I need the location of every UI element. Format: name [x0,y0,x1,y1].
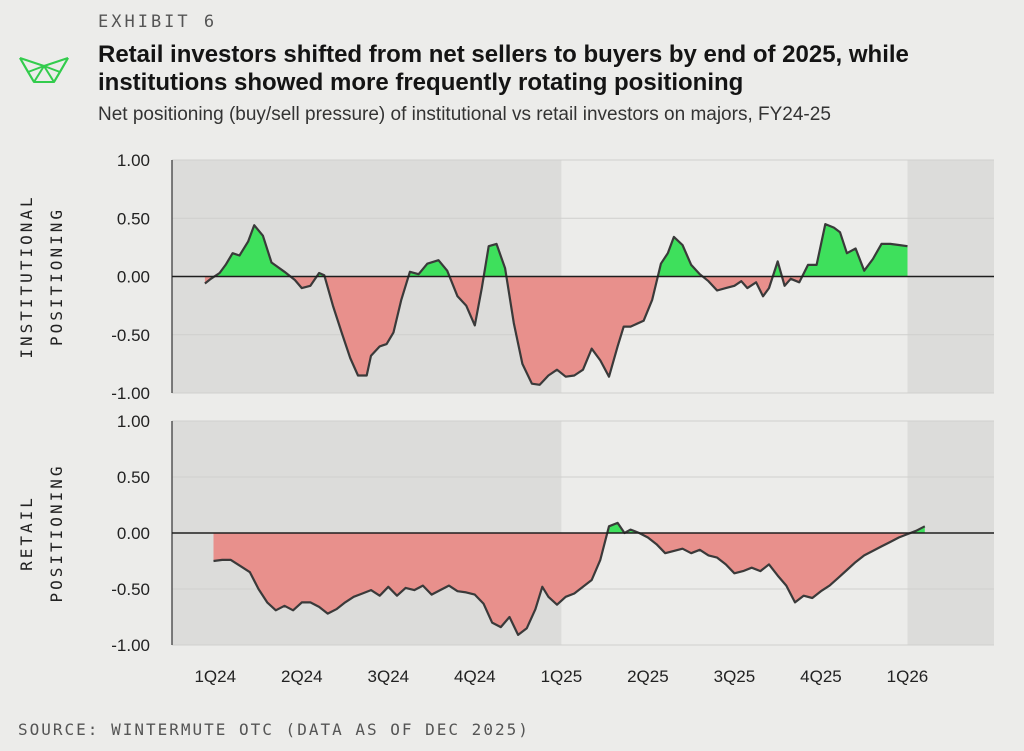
chart-subtitle: Net positioning (buy/sell pressure) of i… [98,104,831,125]
institutional-ytick-label: -1.00 [111,384,150,403]
xtick-label: 1Q25 [541,667,583,686]
retail-negative-area [213,533,608,635]
institutional-ylabel-line-1: POSITIONING [47,207,66,346]
institutional-negative-area [702,276,773,297]
xtick-label: 2Q25 [627,667,669,686]
institutional-negative-area [324,276,409,376]
institutional-ytick-label: 0.50 [117,209,150,228]
retail-ylabel-line-0: RETAIL [17,495,36,571]
institutional-negative-area [204,276,215,284]
institutional-ytick-label: 0.00 [117,268,150,287]
retail-negative-area [639,533,911,603]
retail-ytick-label: 1.00 [117,412,150,431]
retail-positive-area [910,526,925,533]
x-axis: 1Q24 2Q24 3Q24 4Q24 1Q25 2Q25 3Q25 4Q25 1Q26 [194,667,928,686]
retail-ytick-label: 0.50 [117,468,150,487]
xtick-label: 1Q26 [887,667,929,686]
xtick-label: 1Q24 [194,667,236,686]
xtick-label: 2Q24 [281,667,323,686]
xtick-label: 4Q25 [800,667,842,686]
retail-ylabel-line-1: POSITIONING [47,464,66,603]
retail-panel: 1.00 0.50 0.00 -0.50 -1.00 RETAIL POSITIONING [17,412,994,655]
institutional-ylabel-line-0: INSTITUTIONAL [17,194,36,358]
institutional-ytick-label: 1.00 [117,151,150,170]
exhibit-label: EXHIBIT 6 [98,12,218,32]
institutional-negative-area [506,276,658,385]
xtick-label: 4Q24 [454,667,496,686]
institutional-positive-area [408,260,450,277]
institutional-panel: 1.00 0.50 0.00 -0.50 -1.00 INSTITUTIONAL POSIT… [17,151,994,403]
source-note: SOURCE: WINTERMUTE OTC (DATA AS OF DEC 2… [18,720,530,739]
institutional-positive-area [483,243,507,277]
chart-title: Retail investors shifted from net seller… [98,41,909,96]
retail-series-line [213,521,926,636]
xtick-label: 3Q25 [714,667,756,686]
retail-ytick-label: -1.00 [111,636,150,655]
wintermute-logo-icon [19,57,69,83]
xtick-label: 3Q24 [368,667,410,686]
institutional-ytick-label: -0.50 [111,326,150,345]
institutional-negative-area [449,276,484,326]
retail-ytick-label: 0.00 [117,524,150,543]
retail-ytick-label: -0.50 [111,580,150,599]
institutional-positive-area [802,224,908,277]
institutional-negative-area [782,276,803,286]
institutional-series-line [204,223,908,386]
